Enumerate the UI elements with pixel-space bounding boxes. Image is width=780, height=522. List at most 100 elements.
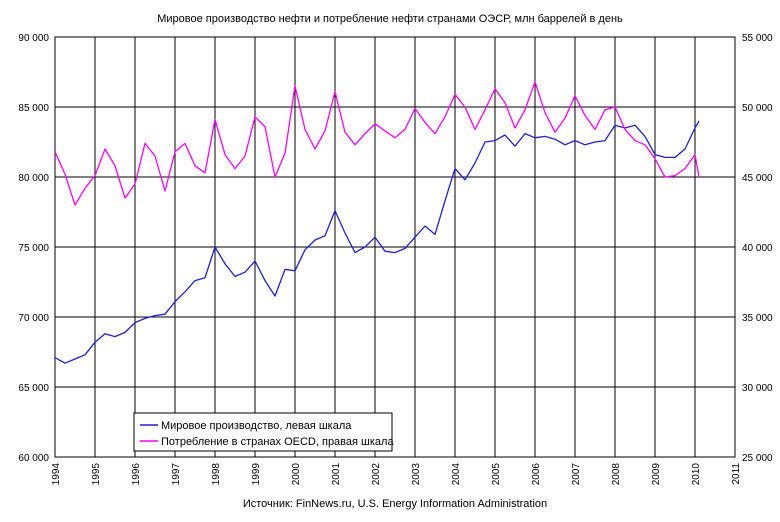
data-point-consumption [284, 152, 286, 154]
data-point-production [234, 276, 236, 278]
data-point-consumption [474, 129, 476, 131]
x-tick-label: 2000 [291, 463, 302, 486]
data-point-consumption [664, 176, 666, 178]
data-point-consumption [514, 127, 516, 129]
data-point-production [294, 270, 296, 272]
data-point-consumption [204, 172, 206, 174]
x-tick-label: 2009 [651, 463, 662, 486]
data-point-production [164, 313, 166, 315]
data-point-production [564, 144, 566, 146]
grid [55, 37, 735, 457]
data-point-production [354, 252, 356, 254]
data-point-production [404, 248, 406, 250]
data-point-production [214, 246, 216, 248]
data-point-production [334, 210, 336, 212]
x-tick-label: 2011 [731, 463, 742, 485]
legend-label-consumption: Потребление в странах OECD, правая шкала [161, 436, 394, 448]
data-point-consumption [74, 204, 76, 206]
data-point-consumption [94, 175, 96, 177]
data-point-consumption [354, 144, 356, 146]
x-tick-label: 2003 [411, 463, 422, 486]
data-point-consumption [114, 165, 116, 167]
right-y-tick-label: 25 000 [742, 453, 773, 464]
x-tick-label: 2001 [331, 463, 342, 486]
data-point-consumption [624, 129, 626, 131]
data-point-production [114, 336, 116, 338]
data-point-production [324, 235, 326, 237]
x-tick-label: 2008 [611, 463, 622, 486]
x-tick-label: 2010 [691, 463, 702, 486]
x-tick-label: 2004 [451, 463, 462, 486]
data-point-production [184, 291, 186, 293]
data-point-consumption [374, 123, 376, 125]
data-point-production [544, 136, 546, 138]
data-point-consumption [684, 168, 686, 170]
data-point-production [674, 157, 676, 159]
data-point-consumption [194, 165, 196, 167]
data-point-consumption [104, 148, 106, 150]
data-point-production [84, 354, 86, 356]
data-point-consumption [304, 129, 306, 131]
data-point-consumption [454, 94, 456, 96]
data-point-production [454, 168, 456, 170]
data-point-consumption [394, 137, 396, 139]
data-point-production [134, 322, 136, 324]
data-point-consumption [524, 109, 526, 111]
left-y-tick-label: 85 000 [18, 103, 49, 114]
x-axis-ticks: 1994 1995 1996 1997 1998 1999 2000 2001 2002 2003… [51, 463, 742, 486]
data-point-consumption [214, 119, 216, 121]
data-point-consumption [504, 102, 506, 104]
data-point-production [444, 200, 446, 202]
data-point-consumption [384, 130, 386, 132]
data-point-production [424, 225, 426, 227]
data-point-production [464, 179, 466, 181]
right-axis-ticks: 25 000 30 000 35 000 40 000 45 000 50 000 55 0… [742, 33, 773, 464]
data-point-production [174, 301, 176, 303]
data-point-consumption [314, 148, 316, 150]
left-y-tick-label: 80 000 [18, 173, 49, 184]
data-point-production [254, 260, 256, 262]
data-point-production [664, 157, 666, 159]
data-point-consumption [144, 143, 146, 145]
data-point-consumption [234, 168, 236, 170]
data-point-production [144, 318, 146, 320]
series-line-consumption [54, 81, 700, 206]
data-point-consumption [434, 133, 436, 135]
data-point-production [244, 271, 246, 273]
data-point-production [94, 341, 96, 343]
data-point-production [104, 333, 106, 335]
legend: Мировое производство, левая шкала Потреб… [133, 412, 394, 452]
source-note: Источник: FinNews.ru, U.S. Energy Inform… [243, 498, 547, 510]
data-point-consumption [614, 106, 616, 108]
data-point-production [698, 120, 700, 122]
left-y-tick-label: 70 000 [18, 313, 49, 324]
data-point-consumption [174, 151, 176, 153]
data-point-consumption [154, 155, 156, 157]
data-point-production [504, 134, 506, 136]
x-tick-label: 1997 [171, 463, 182, 486]
data-point-consumption [424, 122, 426, 124]
data-point-production [274, 295, 276, 297]
data-point-consumption [604, 109, 606, 111]
data-point-production [684, 148, 686, 150]
data-point-production [634, 124, 636, 126]
left-y-tick-label: 75 000 [18, 243, 49, 254]
data-point-consumption [164, 190, 166, 192]
data-point-consumption [544, 112, 546, 114]
data-point-production [384, 250, 386, 252]
x-tick-label: 1996 [131, 463, 142, 486]
data-point-consumption [414, 108, 416, 110]
data-point-production [514, 145, 516, 147]
data-point-production [554, 138, 556, 140]
data-point-consumption [264, 126, 266, 128]
data-point-production [314, 239, 316, 241]
data-point-production [574, 140, 576, 142]
x-tick-label: 2006 [531, 463, 542, 486]
data-point-production [364, 246, 366, 248]
data-point-production [694, 127, 696, 129]
data-point-consumption [404, 129, 406, 131]
data-point-consumption [54, 151, 56, 153]
x-tick-label: 1999 [251, 463, 262, 486]
data-point-production [124, 332, 126, 334]
